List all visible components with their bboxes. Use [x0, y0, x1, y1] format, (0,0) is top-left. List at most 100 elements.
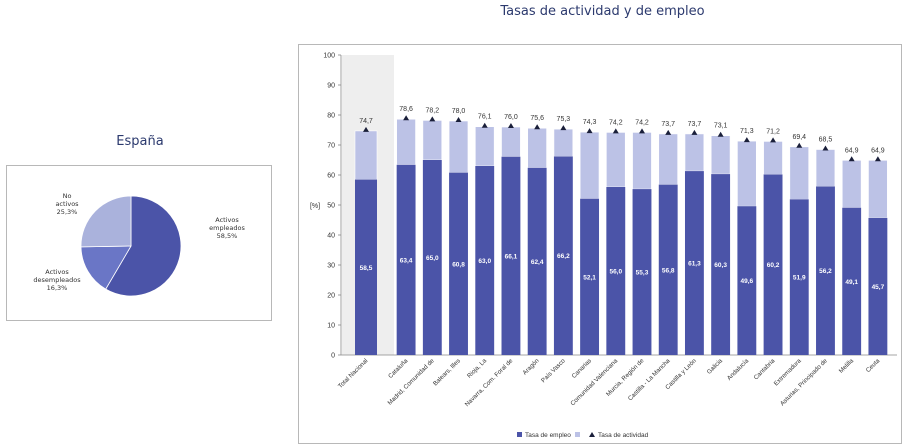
actividad-data-label: 78,0 — [452, 108, 466, 115]
bar-actividad — [579, 131, 600, 199]
y-tick-label: 10 — [327, 323, 335, 330]
actividad-data-label: 75,6 — [530, 115, 544, 122]
bar-empleo — [553, 156, 573, 355]
actividad-data-label: 73,7 — [688, 121, 702, 128]
bar-empleo — [580, 198, 600, 355]
pie-title: España — [116, 134, 164, 149]
x-category-label: País Vasco — [540, 357, 567, 384]
actividad-data-label: 69,4 — [792, 134, 806, 141]
empleo-data-label: 60,3 — [714, 262, 727, 269]
actividad-data-label: 64,9 — [845, 147, 859, 154]
y-tick-label: 40 — [327, 233, 335, 240]
bar-actividad — [632, 132, 652, 190]
bar-empleo — [396, 164, 416, 355]
x-category-label: Ceuta — [865, 357, 882, 374]
bar-empleo — [449, 172, 468, 355]
empleo-data-label: 63,4 — [400, 257, 413, 264]
actividad-data-label: 71,2 — [766, 128, 780, 135]
actividad-data-label: 78,2 — [426, 107, 440, 114]
empleo-data-label: 63,0 — [478, 258, 491, 265]
actividad-marker — [534, 124, 541, 130]
pie-slice — [80, 245, 132, 290]
bar-empleo — [816, 186, 835, 355]
y-tick-label: 100 — [323, 53, 335, 60]
empleo-data-label: 56,2 — [819, 268, 832, 275]
y-tick-label: 90 — [327, 83, 335, 90]
pie-slice — [105, 195, 182, 297]
actividad-marker — [455, 117, 462, 122]
actividad-data-label: 73,7 — [661, 121, 675, 128]
y-tick-label: 50 — [327, 203, 335, 210]
pie-slice-label: Activos empleados 58,5% — [209, 216, 245, 240]
x-category-label: Cantabria — [753, 357, 777, 381]
actividad-marker — [796, 142, 803, 148]
actividad-data-label: 78,6 — [399, 106, 413, 113]
bar-empleo — [684, 171, 704, 355]
empleo-data-label: 56,8 — [662, 267, 675, 274]
pie-slice — [80, 195, 132, 248]
actividad-marker — [770, 137, 777, 143]
bar-actividad — [789, 146, 809, 200]
bar-empleo — [711, 174, 731, 355]
bar-empleo — [355, 179, 377, 355]
actividad-marker — [507, 123, 514, 128]
actividad-data-label: 74,3 — [583, 119, 597, 126]
empleo-data-label: 60,2 — [767, 262, 780, 269]
bar-empleo — [737, 206, 757, 355]
actividad-marker — [586, 128, 593, 134]
actividad-marker — [403, 115, 410, 121]
x-category-label: Madrid, Comunidad de — [387, 357, 437, 407]
actividad-data-label: 74,7 — [359, 118, 373, 125]
empleo-data-label: 45,7 — [872, 284, 885, 291]
x-category-label: Balears, Illes — [432, 357, 462, 387]
legend-swatch-empleo — [517, 432, 522, 437]
x-category-label: Total Nacional — [337, 357, 369, 389]
actividad-data-label: 64,9 — [871, 147, 885, 154]
empleo-data-label: 55,3 — [636, 270, 649, 277]
bar-actividad — [684, 133, 705, 172]
empleo-data-label: 49,1 — [845, 279, 858, 286]
actividad-data-label: 74,2 — [609, 119, 623, 126]
actividad-data-label: 73,1 — [714, 123, 728, 130]
bar-actividad — [710, 135, 731, 175]
bar-actividad — [354, 130, 378, 180]
bar-actividad — [763, 141, 783, 175]
bar-empleo — [868, 217, 888, 355]
actividad-marker — [743, 137, 750, 143]
x-category-label: Asturias, Principado de — [779, 357, 829, 407]
pie-slice-label: Activos desempleados 16,3% — [33, 268, 81, 292]
empleo-data-label: 66,1 — [505, 253, 518, 260]
x-category-label: Comunidad Valenciana — [569, 357, 619, 407]
bar-actividad — [475, 126, 495, 167]
pie-chart-frame: Activos empleados 58,5% Activos desempleados… — [6, 165, 272, 321]
empleo-data-label: 60,8 — [452, 261, 465, 268]
actividad-marker — [560, 125, 567, 131]
actividad-marker — [822, 145, 829, 151]
bar-actividad — [815, 149, 836, 187]
actividad-marker — [665, 129, 672, 135]
bar-empleo — [842, 207, 862, 355]
x-category-label: Rioja, La — [466, 357, 489, 380]
legend-label-empleo: Tasa de empleo — [525, 432, 571, 439]
bar-actividad — [737, 140, 757, 207]
x-category-label: Cataluña — [387, 357, 410, 380]
pie-slice-label: No activos 25,3% — [55, 192, 79, 216]
bar-empleo — [501, 156, 521, 355]
actividad-data-label: 71,3 — [740, 128, 754, 135]
y-tick-label: 20 — [327, 293, 335, 300]
actividad-marker — [874, 156, 881, 162]
x-category-label: Galicia — [706, 357, 725, 376]
bar-actividad — [448, 120, 469, 173]
bar-empleo — [763, 174, 783, 355]
y-tick-label: 60 — [327, 173, 335, 180]
y-tick-label: 80 — [327, 113, 335, 120]
empleo-data-label: 58,5 — [360, 265, 373, 272]
chart-title: Tasas de actividad y de empleo — [500, 4, 705, 19]
actividad-marker — [363, 126, 369, 132]
bar-actividad — [396, 118, 416, 166]
bar-actividad — [841, 160, 862, 209]
pie-chart: Activos empleados 58,5% Activos desempleados… — [33, 192, 245, 297]
actividad-data-label: 76,0 — [504, 114, 518, 121]
x-category-label: Andalucía — [726, 357, 751, 382]
empleo-data-label: 62,4 — [531, 259, 544, 266]
